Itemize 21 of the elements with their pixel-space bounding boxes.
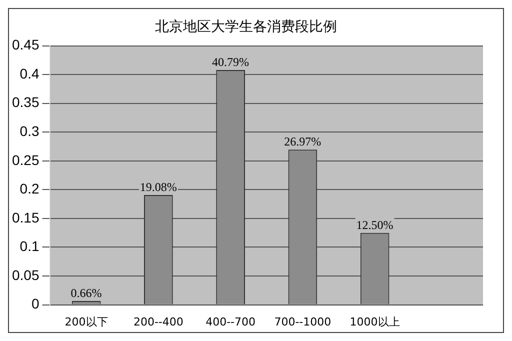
chart-title: 北京地区大学生各消费段比例: [155, 19, 337, 36]
data-label: 26.97%: [284, 134, 322, 149]
y-tick-label: 0.1: [20, 238, 40, 254]
y-tick-label: 0.15: [12, 209, 40, 226]
y-tick-label: 0.3: [20, 122, 40, 139]
y-tick-label: 0.35: [12, 94, 40, 110]
y-tick-label: 0.45: [12, 36, 40, 53]
x-tick-label: 700--1000: [274, 315, 332, 328]
data-label: 40.79%: [212, 55, 250, 70]
y-tick-label: 0.4: [20, 65, 40, 82]
data-label: 12.50%: [356, 218, 394, 232]
data-label: 19.08%: [140, 180, 177, 194]
x-tick-label: 1000以上: [350, 315, 400, 328]
y-tick-label: 0.2: [20, 180, 40, 197]
x-tick-label: 400--700: [206, 315, 256, 328]
y-tick-label: 0.05: [12, 266, 40, 283]
x-tick-label: 200--400: [133, 315, 184, 328]
y-tick-label: 0: [31, 296, 40, 312]
data-label: 0.66%: [70, 286, 102, 300]
y-tick-label: 0.25: [12, 152, 40, 168]
x-tick-label: 200以下: [64, 315, 108, 328]
